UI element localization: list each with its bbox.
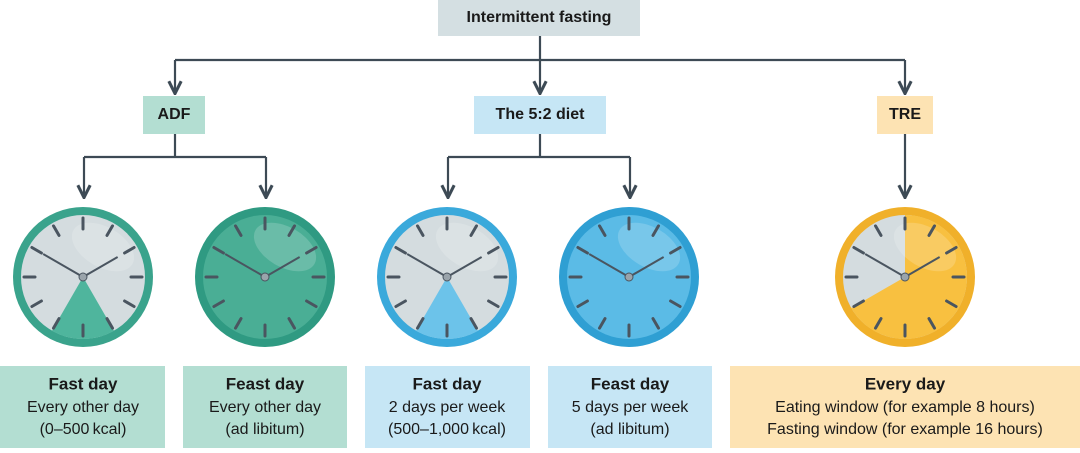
clock-tick	[469, 224, 478, 237]
clock-shine	[435, 222, 499, 272]
branch-label: TRE	[889, 106, 921, 123]
panel-box	[365, 366, 530, 448]
branch-box	[143, 96, 205, 134]
clock-tick	[123, 246, 136, 255]
clocks	[13, 207, 975, 347]
panel-line: Fasting window (for example 16 hours)	[767, 421, 1043, 438]
clock-tick	[651, 317, 660, 330]
panel-box	[183, 366, 347, 448]
clock-hand	[82, 256, 119, 278]
panel-line: (0–500 kcal)	[40, 421, 127, 438]
panel-box	[730, 366, 1080, 448]
clock-tick	[287, 317, 296, 330]
clock-pin	[624, 272, 634, 282]
clock-hand	[446, 256, 483, 278]
clock-tick	[927, 224, 936, 237]
clock-pin	[260, 272, 270, 282]
clock-tick	[874, 317, 883, 330]
clock-tick	[305, 246, 318, 255]
clock-tick	[212, 246, 225, 255]
clock-tick	[234, 317, 243, 330]
clock-tick	[487, 299, 500, 308]
clock-tick	[105, 317, 114, 330]
clock-hand	[224, 253, 266, 278]
clock-tick	[598, 224, 607, 237]
clock-tick	[874, 224, 883, 237]
clock-tick	[30, 246, 43, 255]
panel-title: Feast day	[226, 374, 305, 393]
branch-box	[877, 96, 933, 134]
panel-line: (ad libitum)	[590, 421, 669, 438]
clock-tick	[305, 299, 318, 308]
clock-tick	[669, 246, 682, 255]
clock-pin	[442, 272, 452, 282]
clock-pin	[900, 272, 910, 282]
panel-line: (ad libitum)	[225, 421, 304, 438]
panel-line: Every other day	[27, 399, 139, 416]
panel-box	[548, 366, 712, 448]
clock-tick	[394, 246, 407, 255]
branch-label: The 5:2 diet	[496, 106, 586, 123]
branch-box	[474, 96, 606, 134]
panel-line: Every other day	[209, 399, 321, 416]
connectors	[84, 36, 905, 196]
branch-label: ADF	[158, 106, 191, 123]
clock-hand	[588, 253, 630, 278]
panel-title: Fast day	[49, 374, 119, 393]
clock-tick	[105, 224, 114, 237]
clock-tick	[394, 299, 407, 308]
clock-tick	[416, 317, 425, 330]
clock-tick	[669, 299, 682, 308]
clock-tick	[576, 246, 589, 255]
clock-tick	[487, 246, 500, 255]
panel-title: Feast day	[591, 374, 670, 393]
clock-tick	[945, 299, 958, 308]
clock-tick	[927, 317, 936, 330]
clock-shine	[893, 222, 957, 272]
clock-tick	[469, 317, 478, 330]
clock-shine	[253, 222, 317, 272]
clock-tick	[123, 299, 136, 308]
clock-hand	[264, 256, 301, 278]
clock-tick	[852, 299, 865, 308]
clock-hand	[904, 256, 941, 278]
panel-title: Fast day	[413, 374, 483, 393]
panel-line: Eating window (for example 8 hours)	[775, 399, 1035, 416]
root-box	[438, 0, 640, 36]
clock-pin	[78, 272, 88, 282]
clock-tick	[416, 224, 425, 237]
root-label: Intermittent fasting	[467, 9, 612, 26]
clock-tick	[212, 299, 225, 308]
clock-tick	[651, 224, 660, 237]
panel-line: 2 days per week	[389, 399, 507, 416]
clock-tick	[234, 224, 243, 237]
panel-box	[0, 366, 165, 448]
clock-tick	[598, 317, 607, 330]
clock-tick	[52, 224, 61, 237]
clock-tick	[852, 246, 865, 255]
clock-hand	[628, 256, 665, 278]
panel-line: (500–1,000 kcal)	[388, 421, 506, 438]
clock-tick	[30, 299, 43, 308]
clock-shine	[617, 222, 681, 272]
clock-window	[416, 277, 478, 339]
clock-shine	[71, 222, 135, 272]
clock-tick	[576, 299, 589, 308]
clock-tick	[52, 317, 61, 330]
clock-hand	[864, 253, 906, 278]
clock-tick	[945, 246, 958, 255]
clock-hand	[42, 253, 84, 278]
panel-line: 5 days per week	[572, 399, 690, 416]
panel-title: Every day	[865, 374, 946, 393]
clock-hand	[406, 253, 448, 278]
clock-window	[52, 277, 114, 339]
clock-tick	[287, 224, 296, 237]
